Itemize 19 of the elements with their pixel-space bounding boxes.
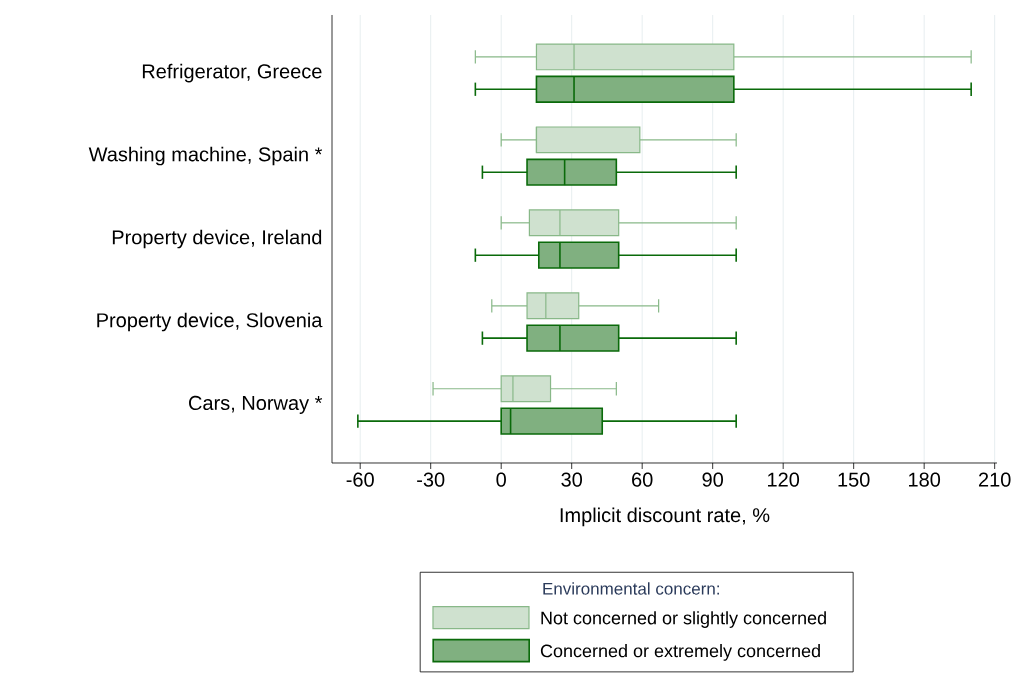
x-tick-label: 210	[978, 472, 1011, 487]
x-tick-label: 120	[768, 472, 800, 487]
x-tick-label: 30	[561, 472, 583, 487]
text: Not concerned or slightly concerned	[541, 611, 826, 628]
y-tick-label: Washing machine, Spain *	[88, 146, 323, 166]
y-tick-label: Cars, Norway *	[189, 395, 323, 414]
x-tick-label: 90	[702, 472, 724, 487]
y-tick-label: Refrigerator, Greece	[142, 63, 322, 83]
x-axis-title: Implicit discount rate, %	[560, 507, 770, 527]
x-tick-label: -30	[417, 472, 445, 487]
x-tick-label: 0	[496, 472, 506, 487]
x-tick-label: 60	[632, 472, 653, 487]
legend-title: Environmental concern:	[543, 582, 719, 595]
y-tick-label: Property device, Slovenia	[97, 312, 323, 332]
text: Concerned or extremely concerned	[540, 644, 820, 661]
y-tick-label: Property device, Ireland	[112, 229, 322, 249]
x-tick-label: 180	[909, 472, 941, 487]
x-tick-label: -60	[346, 472, 374, 487]
x-tick-label: 150	[838, 472, 870, 487]
